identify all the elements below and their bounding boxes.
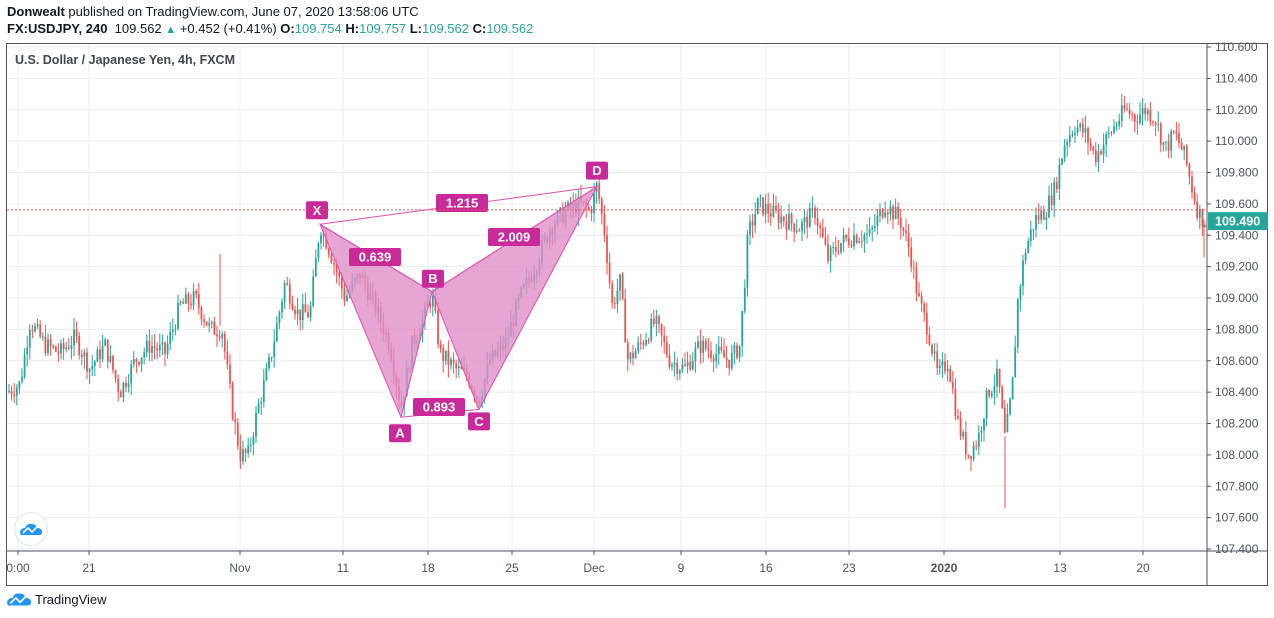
svg-text:9: 9 <box>678 561 685 575</box>
svg-text:109.200: 109.200 <box>1215 260 1259 274</box>
svg-text:0.639: 0.639 <box>359 250 392 265</box>
svg-text:11: 11 <box>337 561 350 575</box>
svg-text:110.200: 110.200 <box>1215 103 1258 117</box>
open-value: 109.754 <box>294 21 342 36</box>
svg-text:109.400: 109.400 <box>1215 228 1259 242</box>
chart-frame <box>6 43 1268 586</box>
svg-text:18: 18 <box>421 561 435 575</box>
point-label-c[interactable]: C <box>468 412 490 431</box>
svg-text:16: 16 <box>759 561 773 575</box>
svg-text:108.000: 108.000 <box>1215 448 1259 462</box>
svg-text:B: B <box>428 271 437 286</box>
svg-text:108.200: 108.200 <box>1215 417 1259 431</box>
svg-text:109.000: 109.000 <box>1215 291 1259 305</box>
time-axis[interactable]: 0:00 21 Nov 11 18 25 Dec 9 16 23 2020 13 20 <box>6 551 1150 575</box>
svg-text:109.490: 109.490 <box>1215 215 1260 229</box>
ratio-label-0-639[interactable]: 0.639 <box>349 248 401 266</box>
svg-text:13: 13 <box>1053 561 1067 575</box>
svg-text:109.600: 109.600 <box>1215 197 1259 211</box>
publish-info: Donwealt published on TradingView.com, J… <box>7 4 419 19</box>
svg-text:20: 20 <box>1136 561 1150 575</box>
svg-text:0:00: 0:00 <box>6 561 30 575</box>
svg-text:2.009: 2.009 <box>498 230 531 245</box>
footer-brand[interactable]: TradingView <box>35 591 107 607</box>
svg-text:110.400: 110.400 <box>1215 71 1258 85</box>
svg-text:2020: 2020 <box>931 561 958 575</box>
close-value: 109.562 <box>486 21 534 36</box>
point-label-b[interactable]: B <box>422 269 444 288</box>
open-label: O: <box>280 21 295 36</box>
low-label: L: <box>409 21 422 36</box>
svg-text:107.400: 107.400 <box>1215 542 1259 556</box>
ratio-label-1-215[interactable]: 1.215 <box>436 194 488 212</box>
chart-title: U.S. Dollar / Japanese Yen, 4h, FXCM <box>15 53 235 67</box>
ratio-label-0-893[interactable]: 0.893 <box>413 398 465 416</box>
ratio-label-2-009[interactable]: 2.009 <box>488 228 540 246</box>
high-label: H: <box>345 21 360 36</box>
price-axis[interactable]: 110.600 110.400 110.200 110.000 109.800 109.6… <box>1207 40 1259 556</box>
point-label-a[interactable]: A <box>389 424 411 443</box>
svg-text:108.600: 108.600 <box>1215 354 1259 368</box>
svg-text:Nov: Nov <box>229 561 250 575</box>
svg-text:Dec: Dec <box>583 561 604 575</box>
svg-text:A: A <box>395 426 405 441</box>
price-change: +0.452 (+0.41%) <box>179 21 277 36</box>
svg-text:25: 25 <box>505 561 519 575</box>
svg-text:107.800: 107.800 <box>1215 479 1259 493</box>
published-text: published on TradingView.com, June 07, 2… <box>64 4 419 19</box>
low-value: 109.562 <box>422 21 469 36</box>
up-arrow-icon: ▲ <box>165 24 177 36</box>
point-label-d[interactable]: D <box>586 161 608 180</box>
close-label: C: <box>472 21 487 36</box>
svg-text:C: C <box>474 414 484 429</box>
grid <box>7 44 1207 551</box>
svg-text:108.400: 108.400 <box>1215 385 1259 399</box>
svg-text:D: D <box>592 163 601 178</box>
svg-text:21: 21 <box>82 561 96 575</box>
svg-text:107.600: 107.600 <box>1215 511 1259 525</box>
current-price-badge: 109.490 <box>1208 212 1268 231</box>
author-name[interactable]: Donwealt <box>7 4 65 19</box>
candlesticks <box>8 93 1206 509</box>
tradingview-logo-icon <box>20 523 42 535</box>
svg-text:109.800: 109.800 <box>1215 166 1259 180</box>
last-price: 109.562 <box>114 21 162 36</box>
svg-text:X: X <box>313 203 322 218</box>
symbol-info: FX:USDJPY, 240 109.562 ▲ +0.452 (+0.41%)… <box>7 21 533 36</box>
svg-text:1.215: 1.215 <box>446 196 479 211</box>
tradingview-logo-icon <box>7 593 31 606</box>
tradingview-watermark[interactable] <box>14 512 48 546</box>
svg-text:23: 23 <box>842 561 856 575</box>
footer: TradingView <box>7 591 107 607</box>
svg-text:110.000: 110.000 <box>1215 134 1258 148</box>
high-value: 109.757 <box>359 21 407 36</box>
svg-text:110.600: 110.600 <box>1215 40 1258 54</box>
svg-text:0.893: 0.893 <box>423 400 456 415</box>
harmonic-pattern[interactable]: 0.639 1.215 2.009 0.893 X A B C D <box>306 161 608 443</box>
svg-text:108.800: 108.800 <box>1215 322 1259 336</box>
symbol-label: FX:USDJPY, 240 <box>7 21 108 36</box>
